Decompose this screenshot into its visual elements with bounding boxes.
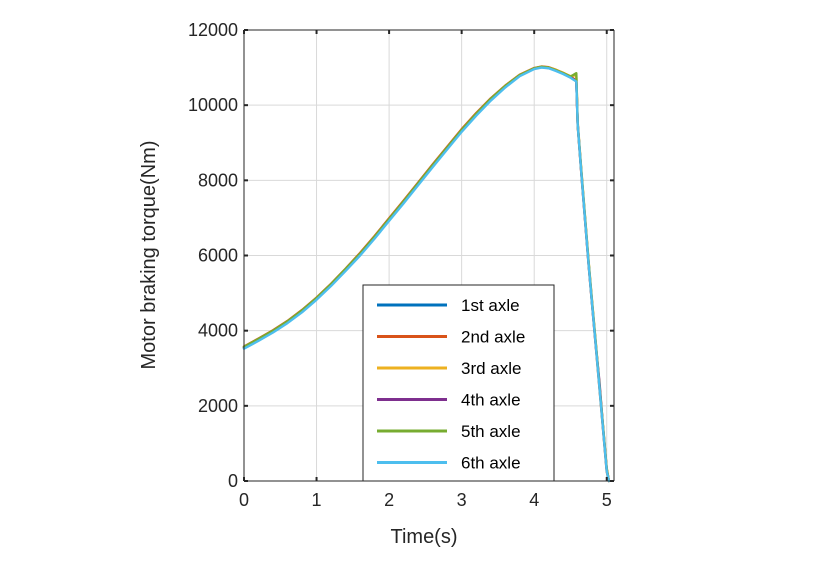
x-axis-label: Time(s): [390, 526, 457, 548]
x-tick-label: 0: [239, 490, 249, 510]
legend: 1st axle 2nd axle 3rd axle 4th axle 5th axle…: [362, 284, 555, 482]
x-tick-label: 4: [529, 490, 539, 510]
legend-box: [362, 284, 555, 482]
y-tick-label: 8000: [198, 170, 238, 190]
y-axis-label: Motor braking torque(Nm): [138, 141, 160, 370]
x-tick-label: 5: [602, 490, 612, 510]
x-tick-label: 1: [312, 490, 322, 510]
series-line-6: [242, 66, 611, 483]
legend-label-5: 5th axle: [461, 422, 521, 441]
legend-label-1: 1st axle: [461, 296, 520, 315]
legend-label-3: 3rd axle: [461, 359, 521, 378]
y-tick-label: 2000: [198, 396, 238, 416]
legend-label-6: 6th axle: [461, 454, 521, 473]
legend-label-4: 4th axle: [461, 391, 521, 410]
y-tick-label: 12000: [188, 20, 238, 40]
y-tick-label: 10000: [188, 95, 238, 115]
x-tick-labels: 0 1 2 3 4 5: [239, 490, 612, 510]
y-tick-label: 6000: [198, 246, 238, 266]
y-tick-labels: 0 2000 4000 6000 8000 10000 12000: [188, 20, 238, 491]
legend-label-2: 2nd axle: [461, 328, 525, 347]
grid: [243, 29, 614, 482]
y-tick-label: 4000: [198, 321, 238, 341]
series-group: [242, 65, 611, 483]
y-tick-label: 0: [228, 471, 238, 491]
x-tick-label: 2: [384, 490, 394, 510]
x-tick-label: 3: [457, 490, 467, 510]
